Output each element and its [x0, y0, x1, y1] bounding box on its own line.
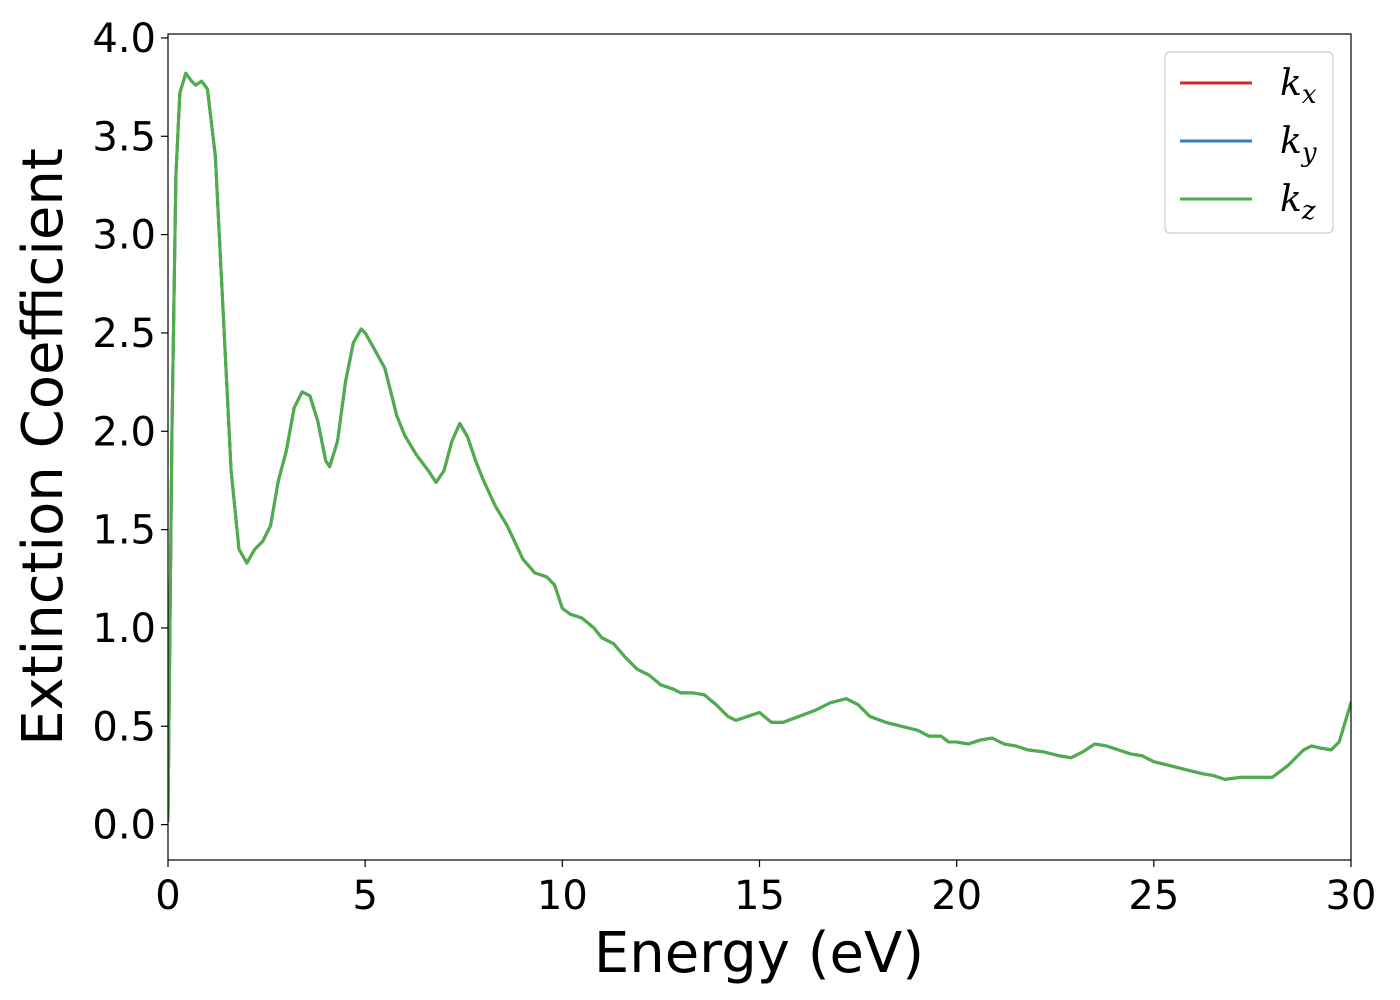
y-tick-label: 1.5	[92, 508, 156, 554]
x-tick-label: 0	[155, 873, 180, 919]
legend-label: ky	[1280, 121, 1317, 168]
x-axis-label: Energy (eV)	[594, 921, 924, 986]
y-tick-label: 0.5	[92, 704, 156, 750]
y-tick-label: 3.5	[92, 114, 156, 160]
ticks-layer: 0 5 10 15 20 25 30 0.0 0.5 1.0 1.5 2.0 2.5 3.0 3.5 4.0	[92, 16, 1376, 919]
legend: kx ky kz	[1164, 51, 1334, 234]
legend-label: kx	[1280, 63, 1317, 110]
y-tick-label: 2.5	[92, 311, 156, 357]
series-layer	[168, 71, 1351, 823]
x-tick-label: 30	[1326, 873, 1377, 919]
series-line-z	[168, 71, 1351, 823]
x-tick-label: 5	[352, 873, 377, 919]
y-tick-label: 0.0	[92, 803, 156, 849]
y-tick-label: 2.0	[92, 409, 156, 455]
y-tick-label: 1.0	[92, 606, 156, 652]
x-tick-label: 15	[734, 873, 785, 919]
y-axis-label: Extinction Coefficient	[11, 148, 76, 746]
legend-label: kz	[1280, 179, 1316, 226]
y-tick-label: 3.0	[92, 213, 156, 259]
y-tick-label: 4.0	[92, 16, 156, 62]
legend-item: kz	[1180, 179, 1316, 226]
x-tick-label: 25	[1128, 873, 1179, 919]
legend-item: kx	[1180, 63, 1317, 110]
x-tick-label: 10	[537, 873, 588, 919]
x-tick-label: 20	[931, 873, 982, 919]
legend-item: ky	[1180, 121, 1317, 168]
